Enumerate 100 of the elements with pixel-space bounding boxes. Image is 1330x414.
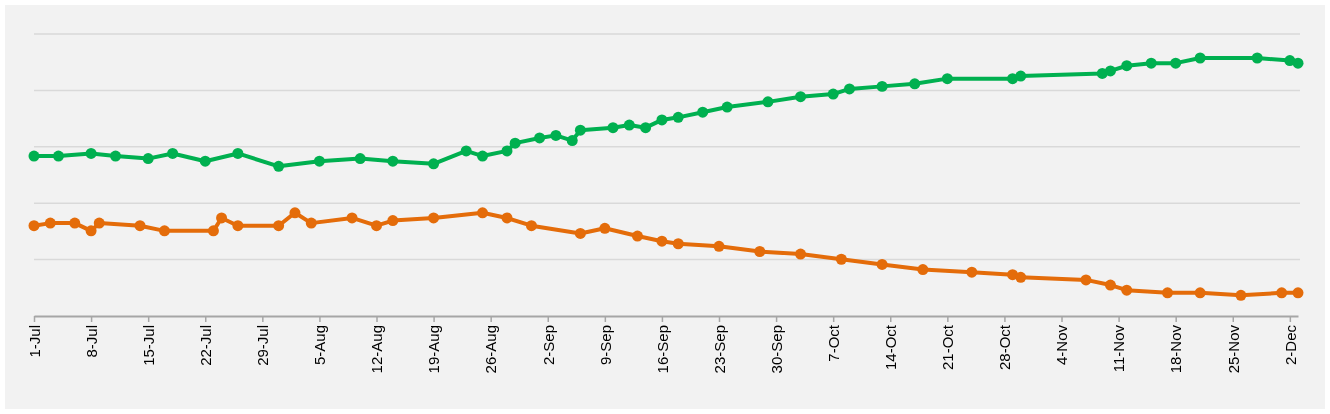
point — [534, 132, 546, 144]
point — [346, 212, 358, 224]
point — [28, 150, 40, 162]
point — [550, 129, 562, 141]
point — [1292, 287, 1304, 299]
point — [1235, 289, 1247, 301]
point — [207, 225, 219, 237]
x-tick-label: 26-Aug — [482, 325, 500, 374]
point — [69, 217, 81, 229]
point — [966, 266, 978, 278]
point — [1145, 57, 1157, 69]
point — [93, 217, 105, 229]
x-tick-label: 28-Oct — [996, 324, 1014, 371]
point — [167, 147, 179, 159]
point — [1194, 287, 1206, 299]
point — [371, 220, 382, 232]
point — [142, 153, 154, 165]
point — [1276, 287, 1288, 299]
x-tick-label: 12-Aug — [368, 325, 386, 374]
point — [631, 230, 643, 242]
point — [216, 212, 228, 224]
point — [273, 160, 285, 172]
x-tick-label: 1-Jul — [25, 325, 43, 358]
point — [697, 106, 709, 118]
point — [623, 119, 635, 131]
point — [827, 88, 839, 100]
point — [501, 145, 513, 157]
point — [843, 83, 855, 95]
point — [941, 73, 953, 85]
x-tick-label: 25-Nov — [1224, 324, 1242, 374]
point — [574, 227, 586, 239]
x-tick-label: 2-Sep — [539, 325, 557, 366]
x-tick-label: 19-Aug — [425, 325, 443, 374]
point — [428, 212, 440, 224]
point — [909, 78, 921, 90]
point — [1170, 57, 1182, 69]
x-tick-label: 2-Dec — [1281, 324, 1299, 366]
point — [460, 145, 472, 157]
point — [110, 150, 122, 162]
point — [232, 147, 244, 159]
point — [607, 122, 619, 134]
point — [232, 220, 244, 232]
x-tick-label: 22-Jul — [197, 325, 214, 366]
x-tick-label: 4-Nov — [1053, 324, 1071, 366]
point — [713, 240, 725, 252]
point — [640, 122, 652, 134]
point — [199, 155, 211, 167]
point — [1292, 57, 1304, 69]
point — [876, 80, 888, 92]
x-tick-label: 21-Oct — [939, 324, 957, 371]
point — [44, 217, 56, 229]
point — [835, 253, 847, 265]
point — [85, 225, 97, 237]
point — [52, 150, 64, 162]
point — [387, 215, 399, 227]
x-tick-label: 15-Jul — [139, 325, 157, 366]
point — [599, 222, 611, 234]
x-tick-label: 18-Nov — [1167, 324, 1185, 374]
point — [28, 220, 40, 232]
point — [501, 212, 513, 224]
point — [795, 248, 807, 260]
point — [1080, 274, 1092, 286]
point — [289, 207, 301, 219]
point — [387, 155, 399, 167]
point — [1194, 52, 1206, 64]
x-tick-label: 7-Oct — [824, 324, 842, 362]
point — [85, 147, 97, 159]
point — [509, 137, 521, 149]
point — [313, 155, 325, 167]
point — [354, 153, 366, 165]
point — [762, 96, 774, 108]
x-tick-label: 8-Jul — [82, 325, 100, 358]
x-tick-label: 16-Sep — [653, 325, 671, 374]
point — [1121, 284, 1133, 296]
x-tick-label: 9-Sep — [596, 325, 614, 366]
point — [574, 124, 586, 136]
point — [1015, 271, 1027, 283]
x-tick-label: 5-Aug — [311, 325, 329, 366]
point — [525, 220, 537, 232]
point — [134, 220, 146, 232]
point — [1121, 60, 1133, 72]
x-tick-label: 30-Sep — [767, 325, 785, 374]
point — [1104, 65, 1116, 77]
x-tick-label: 14-Oct — [882, 324, 900, 371]
x-tick-label: 11-Nov — [1110, 324, 1128, 373]
point — [876, 258, 888, 270]
point — [795, 91, 807, 103]
x-tick-label: 23-Sep — [710, 325, 728, 374]
point — [672, 111, 684, 123]
point — [754, 246, 766, 257]
point — [656, 235, 668, 247]
point — [656, 114, 668, 126]
point — [1251, 52, 1263, 64]
point — [566, 135, 578, 147]
point — [1015, 70, 1027, 82]
point — [428, 158, 440, 170]
point — [672, 238, 684, 250]
point — [273, 220, 285, 232]
x-tick-label: 29-Jul — [254, 325, 272, 366]
point — [917, 264, 929, 276]
